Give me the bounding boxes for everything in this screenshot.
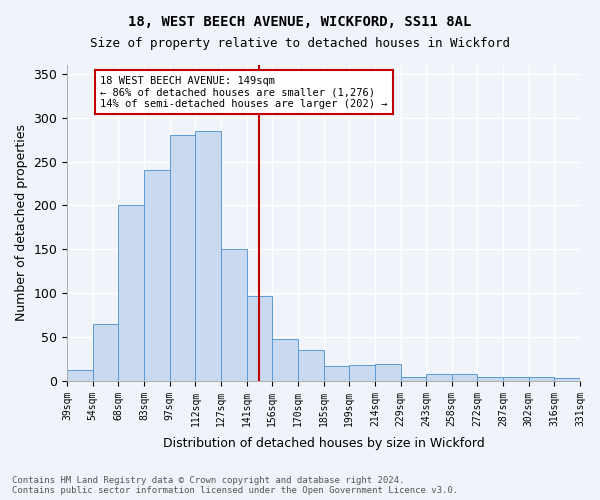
Bar: [144, 170, 170, 381]
Text: Size of property relative to detached houses in Wickford: Size of property relative to detached ho…: [90, 38, 510, 51]
Bar: [426, 374, 452, 381]
Bar: [272, 339, 298, 381]
Bar: [375, 364, 401, 381]
Bar: [170, 135, 196, 381]
Bar: [298, 350, 323, 381]
Bar: [93, 324, 118, 381]
Bar: [529, 378, 554, 381]
Bar: [323, 366, 349, 381]
Y-axis label: Number of detached properties: Number of detached properties: [15, 124, 28, 322]
Bar: [196, 131, 221, 381]
Text: 18 WEST BEECH AVENUE: 149sqm
← 86% of detached houses are smaller (1,276)
14% of: 18 WEST BEECH AVENUE: 149sqm ← 86% of de…: [100, 76, 388, 108]
Bar: [67, 370, 93, 381]
Bar: [349, 365, 375, 381]
Bar: [554, 378, 580, 381]
Bar: [452, 374, 478, 381]
Bar: [118, 206, 144, 381]
X-axis label: Distribution of detached houses by size in Wickford: Distribution of detached houses by size …: [163, 437, 484, 450]
Bar: [221, 250, 247, 381]
Bar: [503, 376, 529, 381]
Text: 18, WEST BEECH AVENUE, WICKFORD, SS11 8AL: 18, WEST BEECH AVENUE, WICKFORD, SS11 8A…: [128, 15, 472, 29]
Bar: [478, 376, 503, 381]
Text: Contains HM Land Registry data © Crown copyright and database right 2024.
Contai: Contains HM Land Registry data © Crown c…: [12, 476, 458, 495]
Bar: [247, 296, 272, 381]
Bar: [401, 376, 426, 381]
